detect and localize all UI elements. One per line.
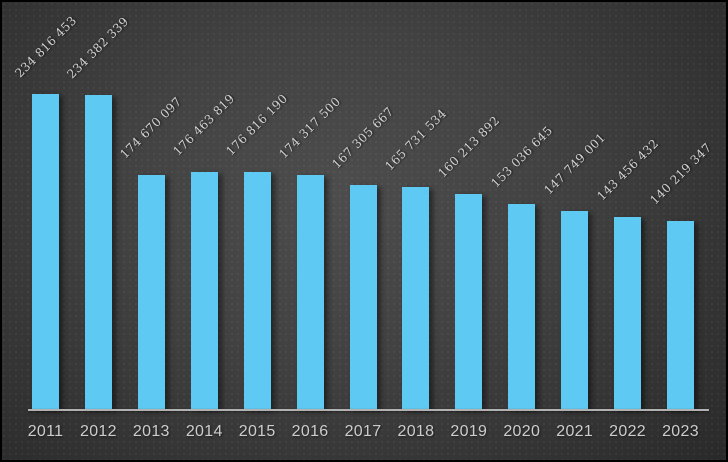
x-tick-2022: 2022	[609, 423, 646, 440]
x-tick-2011: 2011	[27, 423, 64, 440]
x-tick-2020: 2020	[503, 423, 541, 440]
bar-2019	[455, 194, 483, 409]
bar-2017	[349, 185, 377, 409]
bar-2012	[84, 95, 112, 409]
x-tick-2015: 2015	[238, 423, 276, 440]
bar-2016	[296, 175, 324, 409]
bar-2018	[402, 187, 430, 409]
x-axis-line	[28, 409, 709, 411]
x-tick-2023: 2023	[662, 423, 699, 440]
x-tick-2018: 2018	[397, 423, 435, 440]
x-tick-2017: 2017	[344, 423, 382, 440]
bar-2013	[137, 175, 165, 409]
bar-2022	[614, 217, 642, 409]
bar-2011	[32, 94, 59, 409]
x-tick-2014: 2014	[185, 423, 223, 440]
x-tick-2013: 2013	[132, 423, 170, 440]
bar-2023	[667, 221, 694, 409]
x-tick-2016: 2016	[291, 423, 329, 440]
bar-2015	[243, 172, 271, 409]
x-tick-2021: 2021	[556, 423, 594, 440]
bar-2020	[508, 204, 536, 409]
x-tick-2012: 2012	[80, 423, 117, 440]
x-tick-2019: 2019	[450, 423, 488, 440]
bar-2021	[561, 211, 589, 409]
bar-2014	[190, 172, 218, 409]
data-label-2019: 160 213 892	[435, 113, 503, 181]
